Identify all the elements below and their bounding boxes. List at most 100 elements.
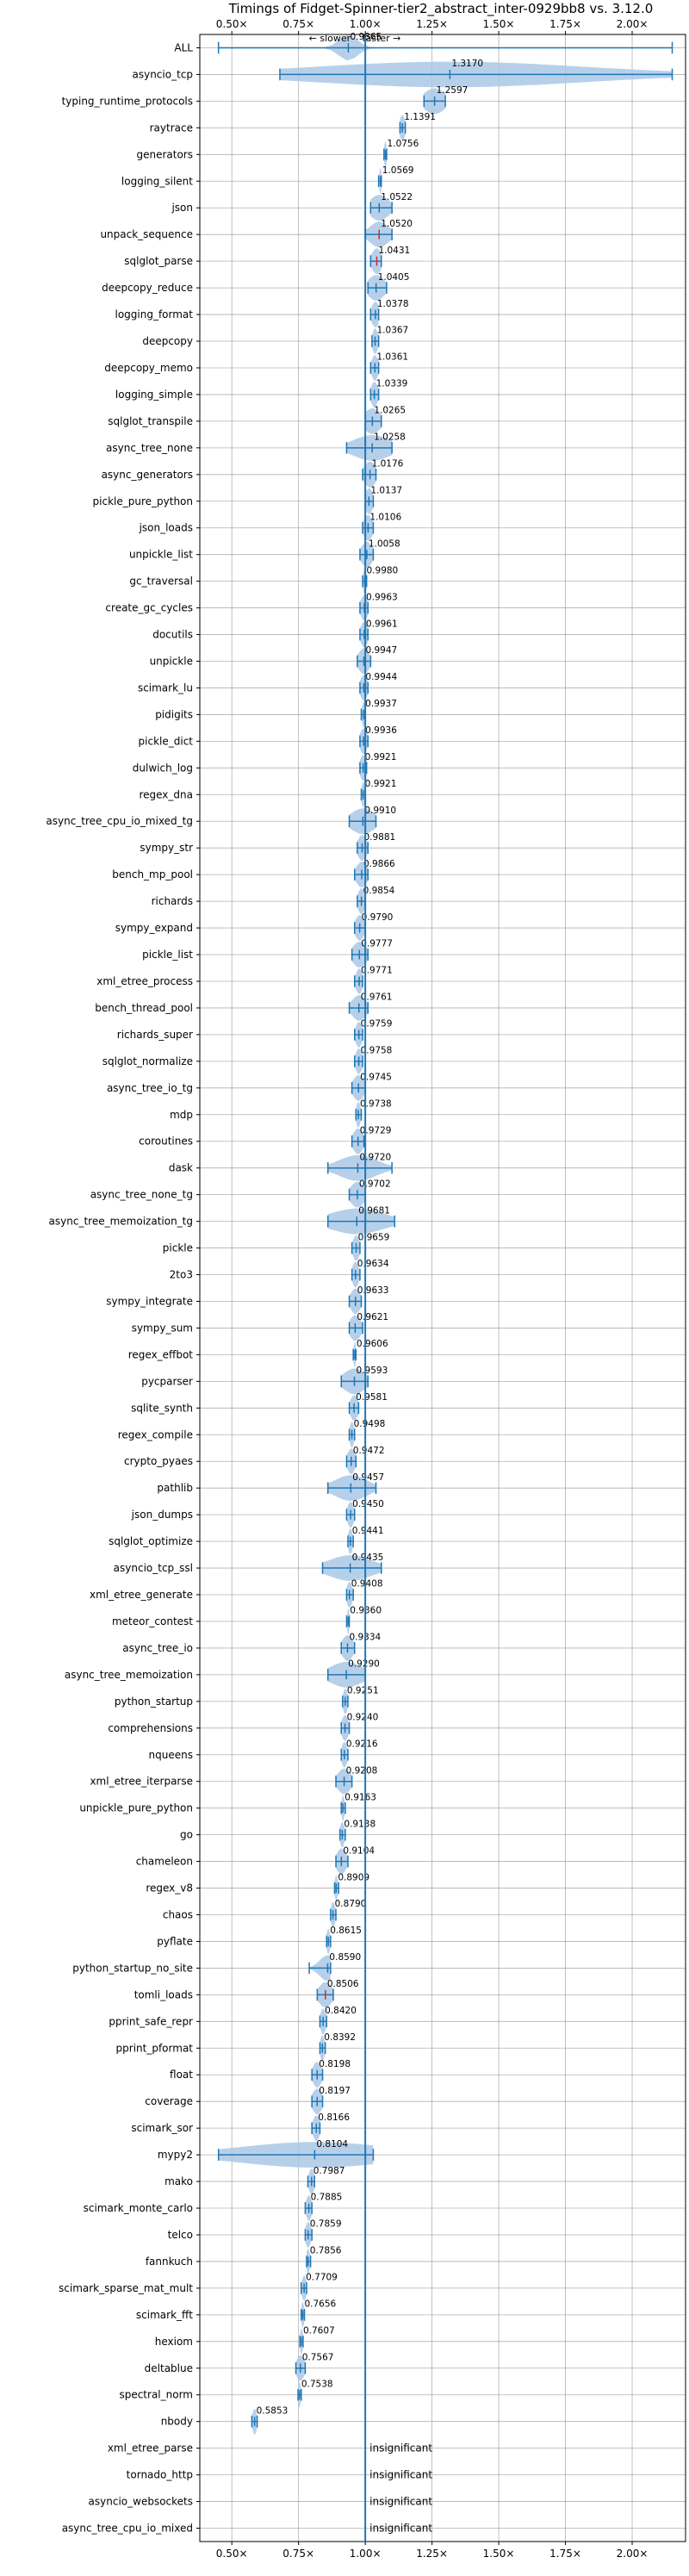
y-tick-label: sympy_str — [140, 842, 193, 854]
y-tick-label: 2to3 — [170, 1269, 193, 1281]
value-label-comprehensions: 0.9240 — [347, 1713, 379, 1723]
y-tick-label: mdp — [170, 1109, 193, 1121]
y-tick-label: pidigits — [155, 708, 193, 720]
value-label-raytrace: 1.1391 — [404, 112, 436, 122]
value-label-mdp: 0.9738 — [360, 1098, 392, 1109]
y-tick-label: crypto_pyaes — [124, 1455, 193, 1467]
value-labels: 0.93651.31701.25971.13911.07561.05691.05… — [257, 32, 483, 2542]
value-label-async_tree_none: 1.0258 — [374, 432, 406, 443]
slower-faster-label: ← slower faster → — [309, 33, 401, 44]
value-label-coverage: 0.8197 — [319, 2086, 351, 2096]
value-label-generators: 1.0756 — [388, 139, 419, 149]
value-label-chameleon: 0.9104 — [343, 1845, 375, 1856]
y-tick-label: richards — [152, 895, 193, 907]
y-tick-label: sqlglot_parse — [124, 255, 193, 267]
y-tick-label: scimark_lu — [138, 681, 193, 694]
value-label-dulwich_log: 0.9921 — [365, 752, 397, 762]
y-tick-label: nqueens — [149, 1749, 193, 1761]
x-tick-label: 1.00× — [350, 2548, 382, 2560]
value-label-chaos: 0.8790 — [335, 1899, 367, 1909]
value-label-pickle: 0.9659 — [358, 1232, 390, 1242]
value-label-bench_mp_pool: 0.9866 — [363, 859, 395, 869]
value-label-async_tree_cpu_io_mixed_tg: 0.9910 — [364, 806, 396, 816]
y-tick-label: pickle_list — [142, 949, 193, 961]
x-tick-label: 1.25× — [416, 2548, 448, 2560]
y-tick-label: deepcopy — [142, 335, 193, 347]
y-tick-label: async_tree_cpu_io_mixed_tg — [46, 815, 193, 827]
y-tick-label: tomli_loads — [134, 1988, 193, 2000]
value-label-asyncio_tcp_ssl: 0.9435 — [352, 1552, 384, 1563]
y-tick-label: pycparser — [141, 1375, 193, 1387]
y-tick-label: async_tree_cpu_io_mixed — [62, 2523, 193, 2535]
y-tick-label: richards_super — [117, 1029, 193, 1041]
value-label-sqlglot_transpile: 1.0265 — [374, 406, 406, 416]
y-tick-label: xml_etree_process — [96, 975, 193, 987]
value-label-sympy_expand: 0.9790 — [362, 912, 394, 923]
x-tick-label-top: 0.50× — [216, 18, 248, 30]
y-tick-label: sympy_integrate — [106, 1295, 193, 1307]
faster-label: faster → — [363, 33, 401, 44]
y-tick-label: pprint_pformat — [116, 2042, 194, 2054]
y-tick-label: scimark_fft — [136, 2309, 193, 2321]
y-tick-label: python_startup_no_site — [72, 1962, 193, 1974]
value-label-tomli_loads: 0.8506 — [327, 1979, 359, 1989]
y-tick-label: asyncio_tcp — [132, 68, 193, 80]
value-label-pycparser: 0.9593 — [357, 1366, 388, 1376]
value-label-deltablue: 0.7567 — [302, 2352, 334, 2362]
y-tick-label: async_tree_none_tg — [90, 1189, 193, 1201]
y-tick-label: dulwich_log — [133, 762, 193, 774]
y-axis: ALL asyncio_tcp typing_runtime_protocolsra… — [46, 41, 200, 2535]
value-label-crypto_pyaes: 0.9472 — [353, 1446, 385, 1456]
y-tick-label: scimark_sparse_mat_mult — [59, 2282, 193, 2294]
value-label-sqlite_synth: 0.9581 — [356, 1392, 388, 1403]
value-label-typing_runtime_protocols: 1.2597 — [437, 85, 469, 96]
y-tick-label: sqlglot_normalize — [102, 1055, 193, 1067]
y-tick-label: spectral_norm — [119, 2389, 193, 2401]
value-label-unpickle_list: 1.0058 — [369, 538, 400, 549]
y-tick-label: sympy_sum — [132, 1322, 193, 1334]
y-tick-label: deltablue — [145, 2362, 193, 2374]
y-tick-label: xml_etree_parse — [108, 2442, 193, 2455]
y-tick-label: go — [180, 1829, 193, 1841]
y-tick-label: docutils — [152, 629, 193, 641]
y-tick-label: bench_mp_pool — [112, 868, 193, 880]
y-tick-label: xml_etree_generate — [90, 1589, 193, 1601]
x-tick-label: 2.00× — [617, 2548, 649, 2560]
value-label-pprint_safe_repr: 0.8420 — [325, 2006, 357, 2016]
y-tick-label: tornado_http — [127, 2469, 193, 2481]
value-label-python_startup_no_site: 0.8590 — [329, 1952, 361, 1963]
value-label-mako: 0.7987 — [313, 2166, 345, 2176]
value-label-fannkuch: 0.7856 — [310, 2246, 342, 2256]
insignificant-label: insignificant — [369, 2442, 432, 2455]
value-label-async_tree_none_tg: 0.9702 — [359, 1179, 391, 1189]
y-tick-label: async_tree_none — [106, 442, 193, 454]
value-label-regex_v8: 0.8909 — [338, 1872, 369, 1882]
y-tick-label: deepcopy_memo — [104, 362, 193, 374]
value-label-nbody: 0.5853 — [257, 2405, 289, 2416]
value-label-scimark_sor: 0.8166 — [318, 2112, 350, 2123]
y-tick-label: logging_format — [115, 308, 193, 320]
value-label-regex_compile: 0.9498 — [354, 1419, 386, 1429]
x-axis: 0.50× 0.50× 0.75× 0.75× 1.00× 1.00× 1.25× 1.25×… — [216, 18, 649, 2560]
value-label-json_loads: 1.0106 — [369, 512, 401, 522]
y-tick-label: logging_simple — [115, 389, 193, 401]
insignificant-label: insignificant — [369, 2469, 432, 2481]
y-tick-label: float — [170, 2069, 193, 2081]
value-label-scimark_lu: 0.9944 — [365, 672, 397, 682]
y-tick-label: coverage — [145, 2095, 193, 2107]
value-label-unpickle: 0.9947 — [365, 645, 397, 656]
value-label-asyncio_tcp: 1.3170 — [451, 59, 483, 69]
value-label-spectral_norm: 0.7538 — [301, 2379, 333, 2389]
y-tick-label: typing_runtime_protocols — [62, 95, 193, 107]
y-tick-label: python_startup — [115, 1696, 193, 1708]
value-label-async_generators: 1.0176 — [372, 459, 404, 470]
y-tick-label: scimark_monte_carlo — [84, 2202, 193, 2214]
value-label-unpack_sequence: 1.0520 — [381, 219, 413, 229]
y-tick-label: regex_compile — [118, 1428, 193, 1440]
value-label-xml_etree_process: 0.9771 — [361, 966, 393, 976]
value-label-scimark_sparse_mat_mult: 0.7709 — [306, 2273, 338, 2283]
plot-frame — [199, 34, 686, 2542]
value-label-telco: 0.7859 — [310, 2219, 342, 2230]
value-label-mypy2: 0.8104 — [316, 2139, 348, 2150]
value-label-pyflate: 0.8615 — [330, 1926, 362, 1936]
